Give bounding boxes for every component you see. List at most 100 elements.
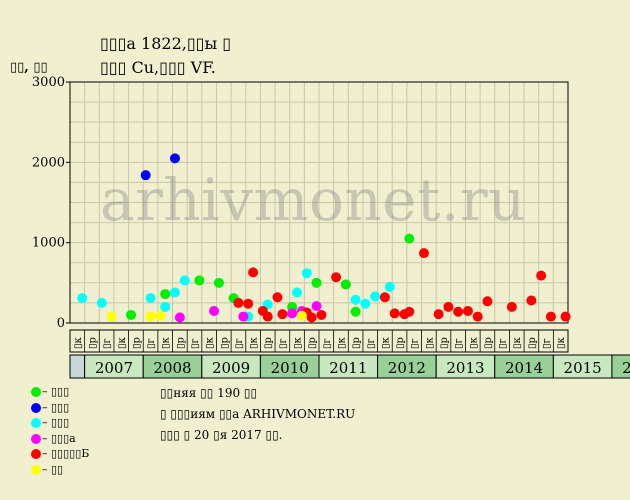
data-point — [331, 272, 342, 283]
data-point — [311, 301, 322, 312]
legend-label: – ▯▯▯ — [42, 385, 70, 398]
data-point — [545, 311, 556, 322]
quarter-label: ▯г — [322, 338, 333, 349]
quarter-label: ▯р — [307, 337, 318, 349]
quarter-label: ▯г — [278, 338, 289, 349]
legend: – ▯▯▯ – ▯▯▯ – ▯▯▯ – ▯▯▯а – ▯▯▯▯▯Б – ▯▯ — [28, 384, 89, 477]
data-point — [287, 308, 298, 319]
data-point — [560, 311, 571, 322]
data-point — [292, 287, 303, 298]
y-tick-label: 1000 — [32, 236, 65, 251]
quarter-label: ▯к — [161, 336, 172, 349]
data-point — [155, 310, 166, 321]
quarter-label: ▯г — [146, 338, 157, 349]
data-point — [174, 312, 185, 323]
data-point — [404, 306, 415, 317]
year-label: 2012 — [388, 359, 426, 377]
year-label: 2014 — [505, 359, 543, 377]
y-axis-unit-label: ▯▯, ▯▯ — [10, 60, 48, 75]
quarter-label: ▯р — [439, 337, 450, 349]
data-point — [169, 287, 180, 298]
data-point — [389, 308, 400, 319]
data-point — [106, 311, 117, 322]
data-point — [433, 309, 444, 320]
legend-label: – ▯▯▯▯▯Б — [42, 447, 90, 460]
data-point — [160, 301, 171, 312]
notes-line-3: ▯▯▯ ▯ 20 ▯я 2017 ▯▯. — [160, 428, 283, 442]
data-point — [248, 267, 259, 278]
quarter-label: ▯к — [380, 336, 391, 349]
legend-label: – ▯▯▯а — [42, 431, 76, 445]
quarter-label: ▯к — [512, 336, 523, 349]
data-point — [96, 297, 107, 308]
quarter-label: ▯р — [131, 337, 142, 349]
quarter-label: ▯р — [351, 337, 362, 349]
quarter-label: ▯к — [117, 336, 128, 349]
legend-label: – ▯▯▯ — [42, 416, 70, 429]
year-cell-empty — [69, 354, 86, 379]
year-label: 2015 — [564, 359, 602, 377]
legend-swatch — [31, 433, 41, 444]
data-point — [404, 233, 415, 244]
data-point — [472, 311, 483, 322]
data-point — [238, 311, 249, 322]
data-point — [262, 311, 273, 322]
data-point — [311, 277, 322, 288]
data-point — [145, 311, 156, 322]
quarter-label: ▯р — [527, 337, 538, 349]
watermark: arhivmonet.ru — [100, 166, 526, 234]
year-label: 2013 — [446, 359, 484, 377]
quarter-label: ▯г — [102, 338, 113, 349]
year-label: 2011 — [329, 359, 367, 377]
quarter-label: ▯к — [336, 336, 347, 349]
notes-line-1: ▯▯няя ▯▯ 190 ▯▯ — [160, 386, 258, 400]
legend-item: – ▯▯▯ — [28, 384, 89, 400]
data-point — [340, 279, 351, 290]
data-point — [179, 275, 190, 286]
year-label: 2007 — [95, 359, 133, 377]
quarter-label: ▯г — [234, 338, 245, 349]
legend-label: – ▯▯▯ — [42, 400, 70, 414]
data-point — [536, 270, 547, 281]
quarter-label: ▯к — [293, 336, 304, 349]
y-tick-label: 0 — [57, 316, 65, 331]
quarter-label: ▯к — [249, 336, 260, 349]
legend-item: – ▯▯▯ — [28, 400, 89, 416]
quarter-label: ▯г — [366, 338, 377, 349]
data-point — [296, 310, 307, 321]
legend-item: – ▯▯▯а — [28, 431, 89, 447]
data-point — [506, 301, 517, 312]
quarter-label: ▯г — [410, 338, 421, 349]
notes-block: ▯▯няя ▯▯ 190 ▯▯ ▯ ▯▯▯иям ▯▯а ARHIVMONET.… — [160, 383, 355, 446]
data-point — [482, 296, 493, 307]
data-point — [370, 291, 381, 302]
quarter-label: ▯к — [205, 336, 216, 349]
data-point — [379, 292, 390, 303]
quarter-label: ▯г — [498, 338, 509, 349]
data-point — [140, 170, 151, 181]
data-point — [384, 281, 395, 292]
legend-swatch — [31, 402, 41, 413]
data-point — [443, 301, 454, 312]
quarter-label: ▯к — [424, 336, 435, 349]
data-point — [126, 309, 137, 320]
data-point — [243, 298, 254, 309]
data-point — [526, 295, 537, 306]
year-label: 2008 — [153, 359, 191, 377]
data-point — [213, 277, 224, 288]
legend-swatch — [31, 387, 41, 397]
quarter-label: ▯р — [175, 337, 186, 349]
year-cell — [611, 354, 630, 379]
data-point — [301, 268, 312, 279]
chart-title-line-1: ▯▯▯а 1822,▯▯ы ▯ — [100, 34, 232, 53]
data-point — [453, 306, 464, 317]
quarter-label: ▯г — [542, 338, 553, 349]
data-point — [272, 292, 283, 303]
data-point — [306, 312, 317, 323]
quarter-label: ▯г — [454, 338, 465, 349]
year-label: 2016 — [622, 359, 630, 377]
legend-swatch — [31, 464, 41, 475]
data-point — [462, 305, 473, 316]
y-tick-label: 2000 — [32, 155, 65, 170]
